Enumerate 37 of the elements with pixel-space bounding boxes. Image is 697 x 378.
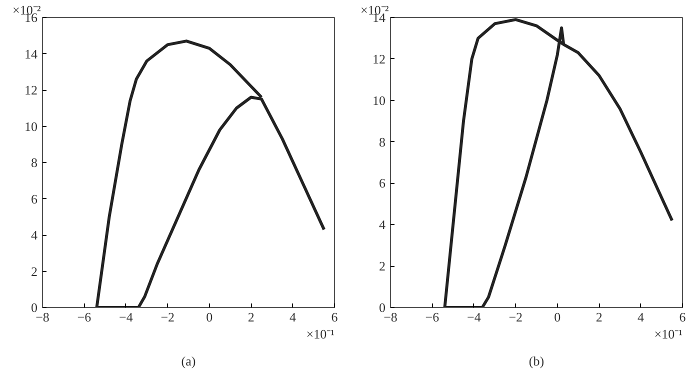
text: (a) <box>181 354 196 368</box>
x-tick-label: 0 <box>206 310 213 324</box>
x-tick-label: 6 <box>331 310 338 324</box>
line-series <box>95 40 326 308</box>
x-tick-label: −8 <box>36 310 50 324</box>
y-tick-label: 10 <box>372 92 386 108</box>
x-tick-label: 4 <box>638 310 645 324</box>
text: (b) <box>528 354 544 368</box>
y-tick-label: 8 <box>379 134 386 150</box>
text: ×10⁻¹ <box>306 326 335 342</box>
x-tick-label: −4 <box>467 310 482 324</box>
x-tick-label: 2 <box>596 310 602 324</box>
x-tick-label: −4 <box>119 310 134 324</box>
x-tick-label: −8 <box>384 310 398 324</box>
x-tick-label: 0 <box>554 310 561 324</box>
y-tick-label: 2 <box>31 264 38 279</box>
x-tick-label: −2 <box>508 310 523 324</box>
y-tick-label: 12 <box>372 51 386 66</box>
x-tick-label: 6 <box>679 310 686 324</box>
x-tick-label: 4 <box>290 310 297 324</box>
text: ×10⁻¹ <box>654 326 683 342</box>
y-tick-label: 10 <box>24 118 38 134</box>
y-tick-label: 6 <box>31 191 38 206</box>
y-tick-label: 14 <box>24 46 38 62</box>
y-tick-label: 0 <box>379 300 386 315</box>
y-tick-label: 4 <box>31 228 38 242</box>
x-tick-label: −2 <box>160 310 175 324</box>
y-tick-label: 6 <box>379 176 386 191</box>
y-tick-label: 0 <box>31 300 38 315</box>
y-tick-label: 4 <box>379 217 386 232</box>
line-series <box>443 18 674 308</box>
y-tick-label: 8 <box>31 155 38 170</box>
y-tick-label: 12 <box>24 82 38 98</box>
x-tick-label: −6 <box>77 310 92 324</box>
x-tick-label: −6 <box>425 310 440 324</box>
x-tick-label: 2 <box>248 310 254 324</box>
y-tick-label: 2 <box>379 258 386 274</box>
